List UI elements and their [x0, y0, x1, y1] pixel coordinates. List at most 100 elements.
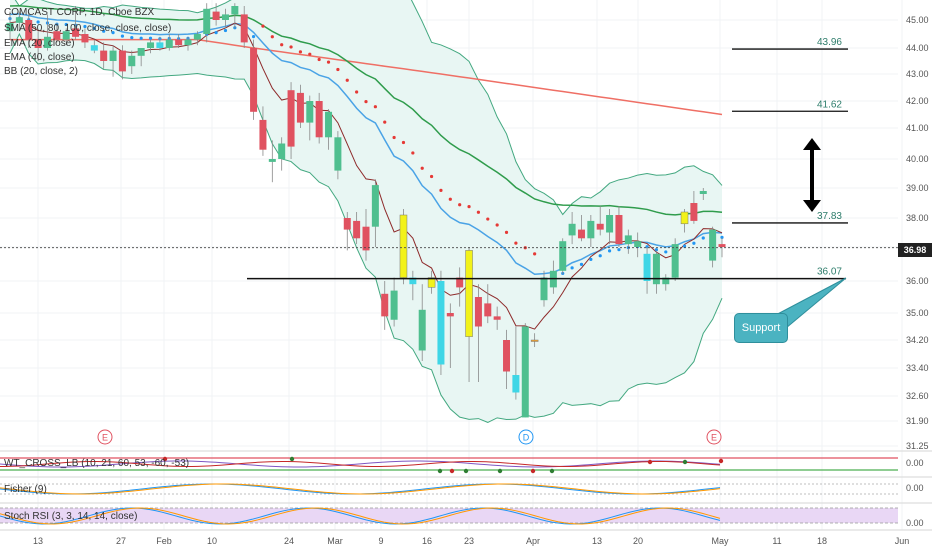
event-label: D [523, 433, 530, 443]
candle-body [399, 214, 408, 278]
fib-levels: 43.96 41.62 37.83 36.07 [0, 37, 898, 280]
x-tick-label: 18 [817, 536, 827, 546]
y-tick-label: 32.60 [906, 391, 929, 401]
candle-body [203, 8, 211, 35]
wt-cross-dot [449, 468, 455, 474]
psar-dot [111, 31, 115, 35]
psar-dot [458, 203, 462, 207]
y-tick-label: 42.00 [906, 96, 929, 106]
candle-body [90, 45, 98, 51]
psar-dot [298, 50, 303, 54]
candle-body [521, 326, 529, 418]
y-tick-label: 36.00 [906, 276, 929, 286]
candle-body [34, 39, 42, 48]
wt-cross-dot [530, 468, 536, 474]
x-tick-label: 24 [284, 536, 294, 546]
candle-body [184, 39, 192, 46]
candle-body [493, 316, 501, 320]
legend-ema20: EMA (20, close) [4, 38, 75, 49]
psar-dot [504, 230, 509, 234]
psar-dot [345, 78, 349, 82]
candle-body [577, 229, 585, 239]
psar-dot [261, 24, 265, 28]
psar-dot [514, 241, 518, 245]
candle-body [175, 39, 183, 46]
candle-body [381, 293, 389, 317]
psar-dot [317, 57, 321, 62]
psar-dot [251, 34, 256, 39]
psar-dot [682, 244, 687, 248]
psar-dot [280, 43, 284, 47]
candle-body [15, 17, 23, 23]
psar-dot [83, 24, 87, 29]
psar-dot [92, 26, 96, 30]
psar-dot [617, 248, 621, 252]
candle-body [81, 34, 89, 43]
candle-body [671, 244, 679, 278]
candle-body [362, 226, 370, 251]
y-tick-label: 44.00 [906, 43, 929, 53]
indicator-panes: 0.00 0.00 0.00 [0, 450, 932, 531]
fib-label: 41.62 [817, 99, 842, 110]
psar-dot [607, 249, 612, 253]
candle-body [353, 220, 361, 239]
y-tick-label: 31.90 [906, 416, 929, 426]
candle-body [699, 191, 707, 194]
y-tick-label: 38.00 [906, 213, 929, 223]
psar-dot [645, 245, 649, 249]
candle-body [212, 11, 220, 20]
wt-cross-dot [497, 468, 503, 474]
candle-body [72, 28, 80, 37]
psar-dot [429, 174, 434, 179]
psar-dot [102, 29, 106, 33]
psar-dot [289, 45, 293, 49]
psar-dot [401, 140, 406, 145]
legend-bb: BB (20, close, 2) [4, 66, 78, 77]
wt-line-2 [0, 461, 721, 467]
y-tick-label: 35.00 [906, 308, 929, 318]
candle-body [540, 277, 548, 301]
candle-body [587, 220, 595, 239]
psar-dot [308, 52, 312, 56]
candle-body [596, 223, 604, 230]
bb-upper [14, 0, 723, 216]
pane-value-label: 0.00 [906, 458, 924, 468]
candle-body [53, 31, 61, 40]
candle-body [287, 90, 295, 147]
psar-dot [355, 90, 359, 94]
candle-body [371, 185, 379, 227]
stoch-k [0, 507, 721, 525]
pane-value-label: 0.00 [906, 518, 924, 528]
candle-body [43, 36, 51, 48]
candle-body [390, 290, 398, 320]
legend-fisher: Fisher (9) [4, 484, 47, 495]
psar-dot [439, 188, 443, 192]
pane-value-label: 0.00 [906, 483, 924, 493]
wt-cross-dot [162, 456, 168, 462]
y-tick-label: 40.00 [906, 154, 929, 164]
candle-body [643, 253, 651, 281]
candle-body [484, 303, 492, 317]
psar-dot [223, 28, 228, 33]
candle-body [709, 229, 717, 261]
fib-label: 43.96 [817, 37, 842, 48]
support-callout[interactable]: Support [734, 313, 788, 343]
candle-body [231, 6, 239, 15]
candle-body [334, 137, 342, 171]
psar-dot [467, 205, 471, 209]
range-arrow-down [803, 200, 821, 212]
candle-body [634, 241, 642, 247]
psar-dot [373, 105, 377, 109]
candle-body [512, 375, 520, 393]
candle-body [240, 14, 248, 43]
y-tick-label: 31.25 [906, 441, 929, 451]
legend-title: COMCAST CORP, 1D, Cboe BZX [4, 7, 155, 18]
psar-dot [579, 262, 584, 266]
psar-dot [533, 252, 537, 256]
x-tick-label: Feb [156, 536, 172, 546]
event-marker [518, 429, 534, 445]
candle-body [165, 39, 173, 48]
candle-body [278, 143, 286, 159]
